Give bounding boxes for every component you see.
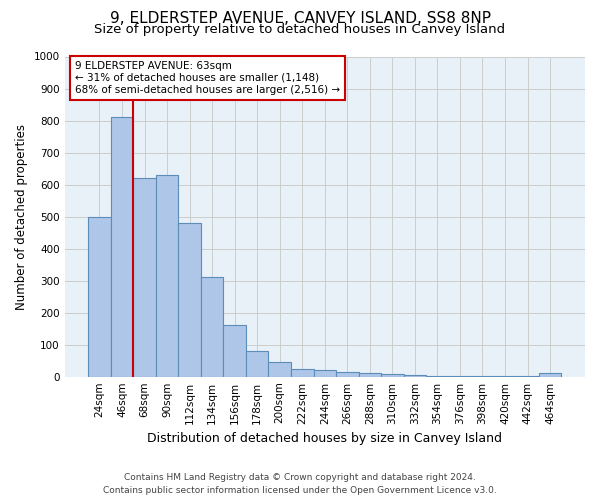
Bar: [359, 373, 381, 376]
Bar: [336, 372, 359, 376]
Bar: [268, 362, 291, 376]
Bar: [133, 178, 156, 376]
Bar: [381, 374, 404, 376]
Text: 9 ELDERSTEP AVENUE: 63sqm
← 31% of detached houses are smaller (1,148)
68% of se: 9 ELDERSTEP AVENUE: 63sqm ← 31% of detac…: [75, 62, 340, 94]
Text: 9, ELDERSTEP AVENUE, CANVEY ISLAND, SS8 8NP: 9, ELDERSTEP AVENUE, CANVEY ISLAND, SS8 …: [110, 11, 491, 26]
Bar: [111, 118, 133, 376]
Bar: [156, 175, 178, 376]
Bar: [314, 370, 336, 376]
Bar: [88, 216, 111, 376]
Y-axis label: Number of detached properties: Number of detached properties: [15, 124, 28, 310]
Bar: [291, 368, 314, 376]
X-axis label: Distribution of detached houses by size in Canvey Island: Distribution of detached houses by size …: [147, 432, 502, 445]
Text: Contains HM Land Registry data © Crown copyright and database right 2024.
Contai: Contains HM Land Registry data © Crown c…: [103, 473, 497, 495]
Bar: [223, 326, 246, 376]
Bar: [246, 351, 268, 376]
Text: Size of property relative to detached houses in Canvey Island: Size of property relative to detached ho…: [94, 22, 506, 36]
Bar: [404, 375, 426, 376]
Bar: [178, 223, 201, 376]
Bar: [539, 374, 562, 376]
Bar: [201, 278, 223, 376]
